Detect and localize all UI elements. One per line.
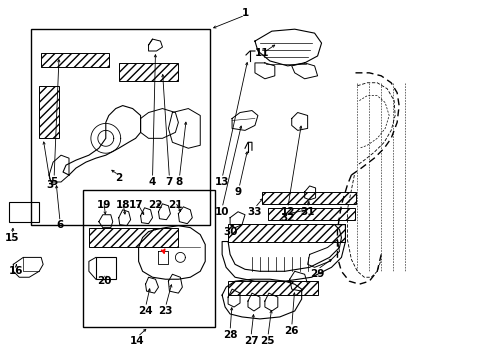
Text: 21: 21 — [168, 200, 183, 210]
Text: 16: 16 — [9, 266, 23, 276]
Text: 6: 6 — [56, 220, 63, 230]
Bar — [39, 86, 59, 138]
Bar — [227, 281, 317, 295]
Text: 4: 4 — [148, 177, 156, 187]
Text: 9: 9 — [234, 187, 241, 197]
Text: 32: 32 — [280, 213, 294, 223]
Bar — [227, 224, 345, 242]
Text: 14: 14 — [130, 336, 144, 346]
Bar — [31, 29, 210, 225]
Bar — [267, 208, 355, 220]
Text: 13: 13 — [214, 177, 229, 187]
Bar — [119, 63, 178, 81]
Text: 24: 24 — [138, 306, 153, 316]
Text: 2: 2 — [115, 173, 122, 183]
Text: 3: 3 — [46, 180, 54, 190]
Text: 1: 1 — [241, 8, 248, 18]
Text: 12: 12 — [280, 207, 294, 217]
Bar — [89, 228, 178, 247]
Text: 10: 10 — [214, 207, 229, 217]
Text: 18: 18 — [115, 200, 130, 210]
Text: 22: 22 — [148, 200, 163, 210]
Text: 19: 19 — [97, 200, 111, 210]
Text: 17: 17 — [129, 200, 143, 210]
Text: 33: 33 — [247, 207, 262, 217]
Text: 28: 28 — [223, 330, 237, 340]
Text: 15: 15 — [5, 233, 20, 243]
Text: 29: 29 — [310, 269, 324, 279]
Bar — [262, 192, 356, 204]
Text: 27: 27 — [243, 336, 258, 346]
Text: 8: 8 — [175, 177, 183, 187]
Bar — [9, 202, 39, 222]
Text: 5: 5 — [50, 177, 58, 187]
Text: 23: 23 — [158, 306, 172, 316]
Text: 11: 11 — [254, 48, 268, 58]
Text: 25: 25 — [260, 336, 275, 346]
Text: 7: 7 — [165, 177, 173, 187]
Bar — [96, 257, 116, 279]
Text: 26: 26 — [284, 326, 298, 336]
Text: 20: 20 — [97, 276, 112, 286]
Text: 30: 30 — [223, 226, 237, 237]
Bar — [41, 53, 108, 67]
Bar — [83, 190, 215, 327]
Text: 31: 31 — [300, 207, 314, 217]
